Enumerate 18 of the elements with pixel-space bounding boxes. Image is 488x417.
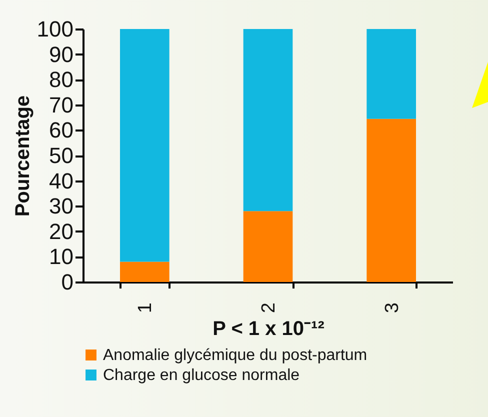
- y-tick-label: 0: [61, 270, 74, 294]
- y-tick-label: 20: [49, 218, 74, 244]
- y-tick-label: 50: [49, 143, 74, 168]
- x-axis-title: P < 1 x 10⁻¹²: [212, 318, 325, 340]
- y-tick-label: 40: [49, 168, 74, 194]
- y-tick-label: 30: [49, 194, 74, 219]
- legend-label: Anomalie glycémique du post-partum: [103, 347, 368, 364]
- y-axis-title: Pourcentage: [12, 95, 34, 217]
- y-tick-label: 10: [49, 244, 74, 270]
- y-tick-label: 100: [36, 16, 74, 42]
- y-tick-label: 80: [49, 67, 74, 92]
- x-tick-label: 2: [258, 302, 280, 314]
- y-tick-label: 90: [49, 42, 74, 67]
- x-tick-label: 3: [382, 302, 403, 314]
- x-tick-label: 1: [135, 302, 156, 314]
- y-tick-label: 60: [49, 118, 74, 143]
- y-tick-label: 70: [49, 92, 74, 118]
- legend-label: Charge en glucose normale: [103, 367, 300, 384]
